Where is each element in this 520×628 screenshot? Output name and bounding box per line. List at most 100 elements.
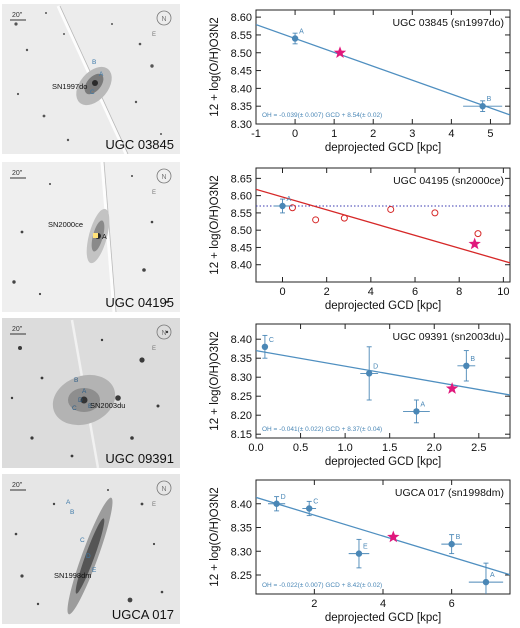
y-tick-label: 8.20	[231, 410, 252, 422]
data-point-label: C	[269, 337, 274, 344]
chart-svg: 0 2 4 6 8 10 8.40 8.45 8.50 8.55 8.60 8.65 deproject…	[209, 167, 511, 312]
x-tick-label: 1.0	[337, 442, 352, 454]
chart-svg: -1 0 1 2 3 4 5 8.30 8.35 8.40 8.45 8.50 8.55 8.60 depr…	[209, 9, 511, 154]
data-point	[482, 578, 490, 586]
region-label: D	[78, 397, 83, 404]
y-tick-label: 8.60	[231, 12, 252, 24]
galaxy-image-ugc03845: 20" N E A B C SN1997do UGC 03845	[2, 4, 180, 154]
galaxy-image-ugc09391: 20" N E A B C D E SN2003du UGC 09391	[2, 318, 180, 468]
compass-icon	[156, 480, 172, 496]
data-point	[273, 500, 280, 507]
plot-area	[256, 23, 510, 116]
sn-label: SN2003du	[90, 401, 125, 410]
data-point	[279, 202, 286, 210]
x-tick-label: 1.5	[382, 442, 397, 454]
x-axis-label: deprojected GCD [kpc]	[325, 612, 441, 624]
data-point-label: A	[420, 401, 425, 408]
region-label: A	[82, 388, 87, 395]
y-axis-label: 12 + log(O/H)O3N2	[209, 17, 221, 116]
chart-svg: 2 4 6 8.25 8.30 8.35 8.40 deprojected GCD [kpc]…	[209, 479, 511, 624]
y-tick-label: 8.30	[231, 546, 252, 558]
y-tick-label: 8.65	[231, 173, 252, 185]
svg-text:E: E	[152, 32, 156, 38]
metallicity-gradient-chart-1: -1 0 1 2 3 4 5 8.30 8.35 8.40 8.45 8.50 8.55 8.60 depr…	[188, 2, 518, 158]
y-tick-label: 8.40	[231, 260, 252, 272]
region-label: E	[88, 403, 93, 410]
x-tick-label: 0	[279, 286, 285, 298]
open-data-point	[474, 230, 482, 238]
sn-star-marker	[468, 237, 481, 250]
sn-star-marker	[333, 46, 347, 58]
region-label: C	[90, 89, 95, 96]
sn-star-marker	[387, 530, 400, 543]
x-axis-label: deprojected GCD [kpc]	[325, 456, 441, 468]
y-tick-label: 8.45	[231, 66, 252, 78]
y-axis-label: 12 + log(O/H)O3N2	[209, 175, 221, 274]
sn-label: SN1998dm	[54, 571, 92, 580]
svg-text:N: N	[161, 486, 166, 493]
galaxy-name: UGC 04195	[105, 295, 174, 310]
svg-text:N: N	[161, 174, 166, 181]
y-axis-label: 12 + log(O/H)O3N2	[209, 331, 221, 430]
x-tick-label: 2.0	[427, 442, 442, 454]
data-point-label: A	[299, 29, 304, 36]
y-tick-label: 8.25	[231, 391, 252, 403]
fit-equation: OH = -0.041(± 0.022) GCD + 8.37(± 0.04)	[262, 426, 382, 433]
x-tick-label: 4	[380, 598, 386, 610]
data-point	[291, 35, 299, 42]
x-tick-label: 10	[497, 286, 509, 298]
x-tick-label: 2	[324, 286, 330, 298]
svg-text:E: E	[152, 346, 156, 352]
data-point-label: A	[490, 572, 495, 579]
chart-svg: 0.0 0.5 1.0 1.5 2.0 2.5 8.15 8.20 8.25 8.30 8.35 8.…	[209, 323, 511, 468]
chart-title: UGC 04195 (sn2000ce)	[393, 175, 504, 187]
x-axis-label: deprojected GCD [kpc]	[325, 300, 441, 312]
plot-frame	[255, 323, 511, 439]
data-point-label: B	[487, 96, 492, 103]
x-tick-label: 4	[368, 286, 374, 298]
galaxy-name: UGC 03845	[105, 137, 174, 152]
y-tick-label: 8.30	[231, 119, 252, 131]
fit-equation: OH = -0.039(± 0.007) GCD + 8.54(± 0.02)	[262, 112, 382, 119]
chart-title: UGC 03845 (sn1997do)	[393, 17, 505, 29]
data-point	[355, 550, 363, 557]
galaxy-name: UGC 09391	[105, 451, 174, 466]
svg-text:N: N	[161, 16, 166, 23]
x-tick-label: -1	[251, 128, 261, 140]
open-data-point	[340, 214, 348, 222]
x-tick-label: 4	[448, 128, 454, 140]
data-point-label: B	[470, 356, 475, 363]
data-point-label: B	[456, 534, 461, 541]
scale-bar-label: 20"	[12, 482, 23, 489]
open-data-point	[288, 204, 296, 212]
compass-icon	[156, 10, 172, 26]
y-tick-label: 8.35	[231, 523, 252, 535]
region-label: A	[102, 234, 107, 241]
y-tick-label: 8.50	[231, 48, 252, 60]
sn-label: SN2000ce	[48, 220, 83, 229]
x-tick-label: 0	[292, 128, 298, 140]
plot-area	[256, 496, 510, 594]
open-data-point	[387, 205, 395, 213]
data-point	[448, 540, 455, 548]
plot-frame	[255, 9, 511, 125]
scale-bar-label: 20"	[12, 326, 23, 333]
region-label: E	[92, 567, 97, 574]
data-point-label: A	[287, 196, 292, 203]
compass-icon	[156, 168, 172, 184]
x-tick-label: 3	[409, 128, 415, 140]
galaxy-image-ugc04195: 20" N E A SN2000ce UGC 04195	[2, 162, 180, 312]
x-tick-label: 0.0	[248, 442, 263, 454]
data-point	[306, 505, 313, 512]
x-axis-label: deprojected GCD [kpc]	[325, 142, 441, 154]
x-tick-label: 8	[456, 286, 462, 298]
fit-equation: OH = -0.022(± 0.007) GCD + 8.42(± 0.02)	[262, 582, 382, 589]
fit-line	[256, 23, 510, 116]
x-tick-label: 5	[487, 128, 493, 140]
galaxy-image-ugca017: 20" N E A B C D E SN1998dm UGCA 017	[2, 474, 180, 624]
data-point-label: C	[313, 499, 318, 506]
region-label: A	[99, 71, 104, 78]
y-tick-label: 8.55	[231, 30, 252, 42]
svg-text:E: E	[152, 190, 156, 196]
y-tick-label: 8.35	[231, 353, 252, 365]
